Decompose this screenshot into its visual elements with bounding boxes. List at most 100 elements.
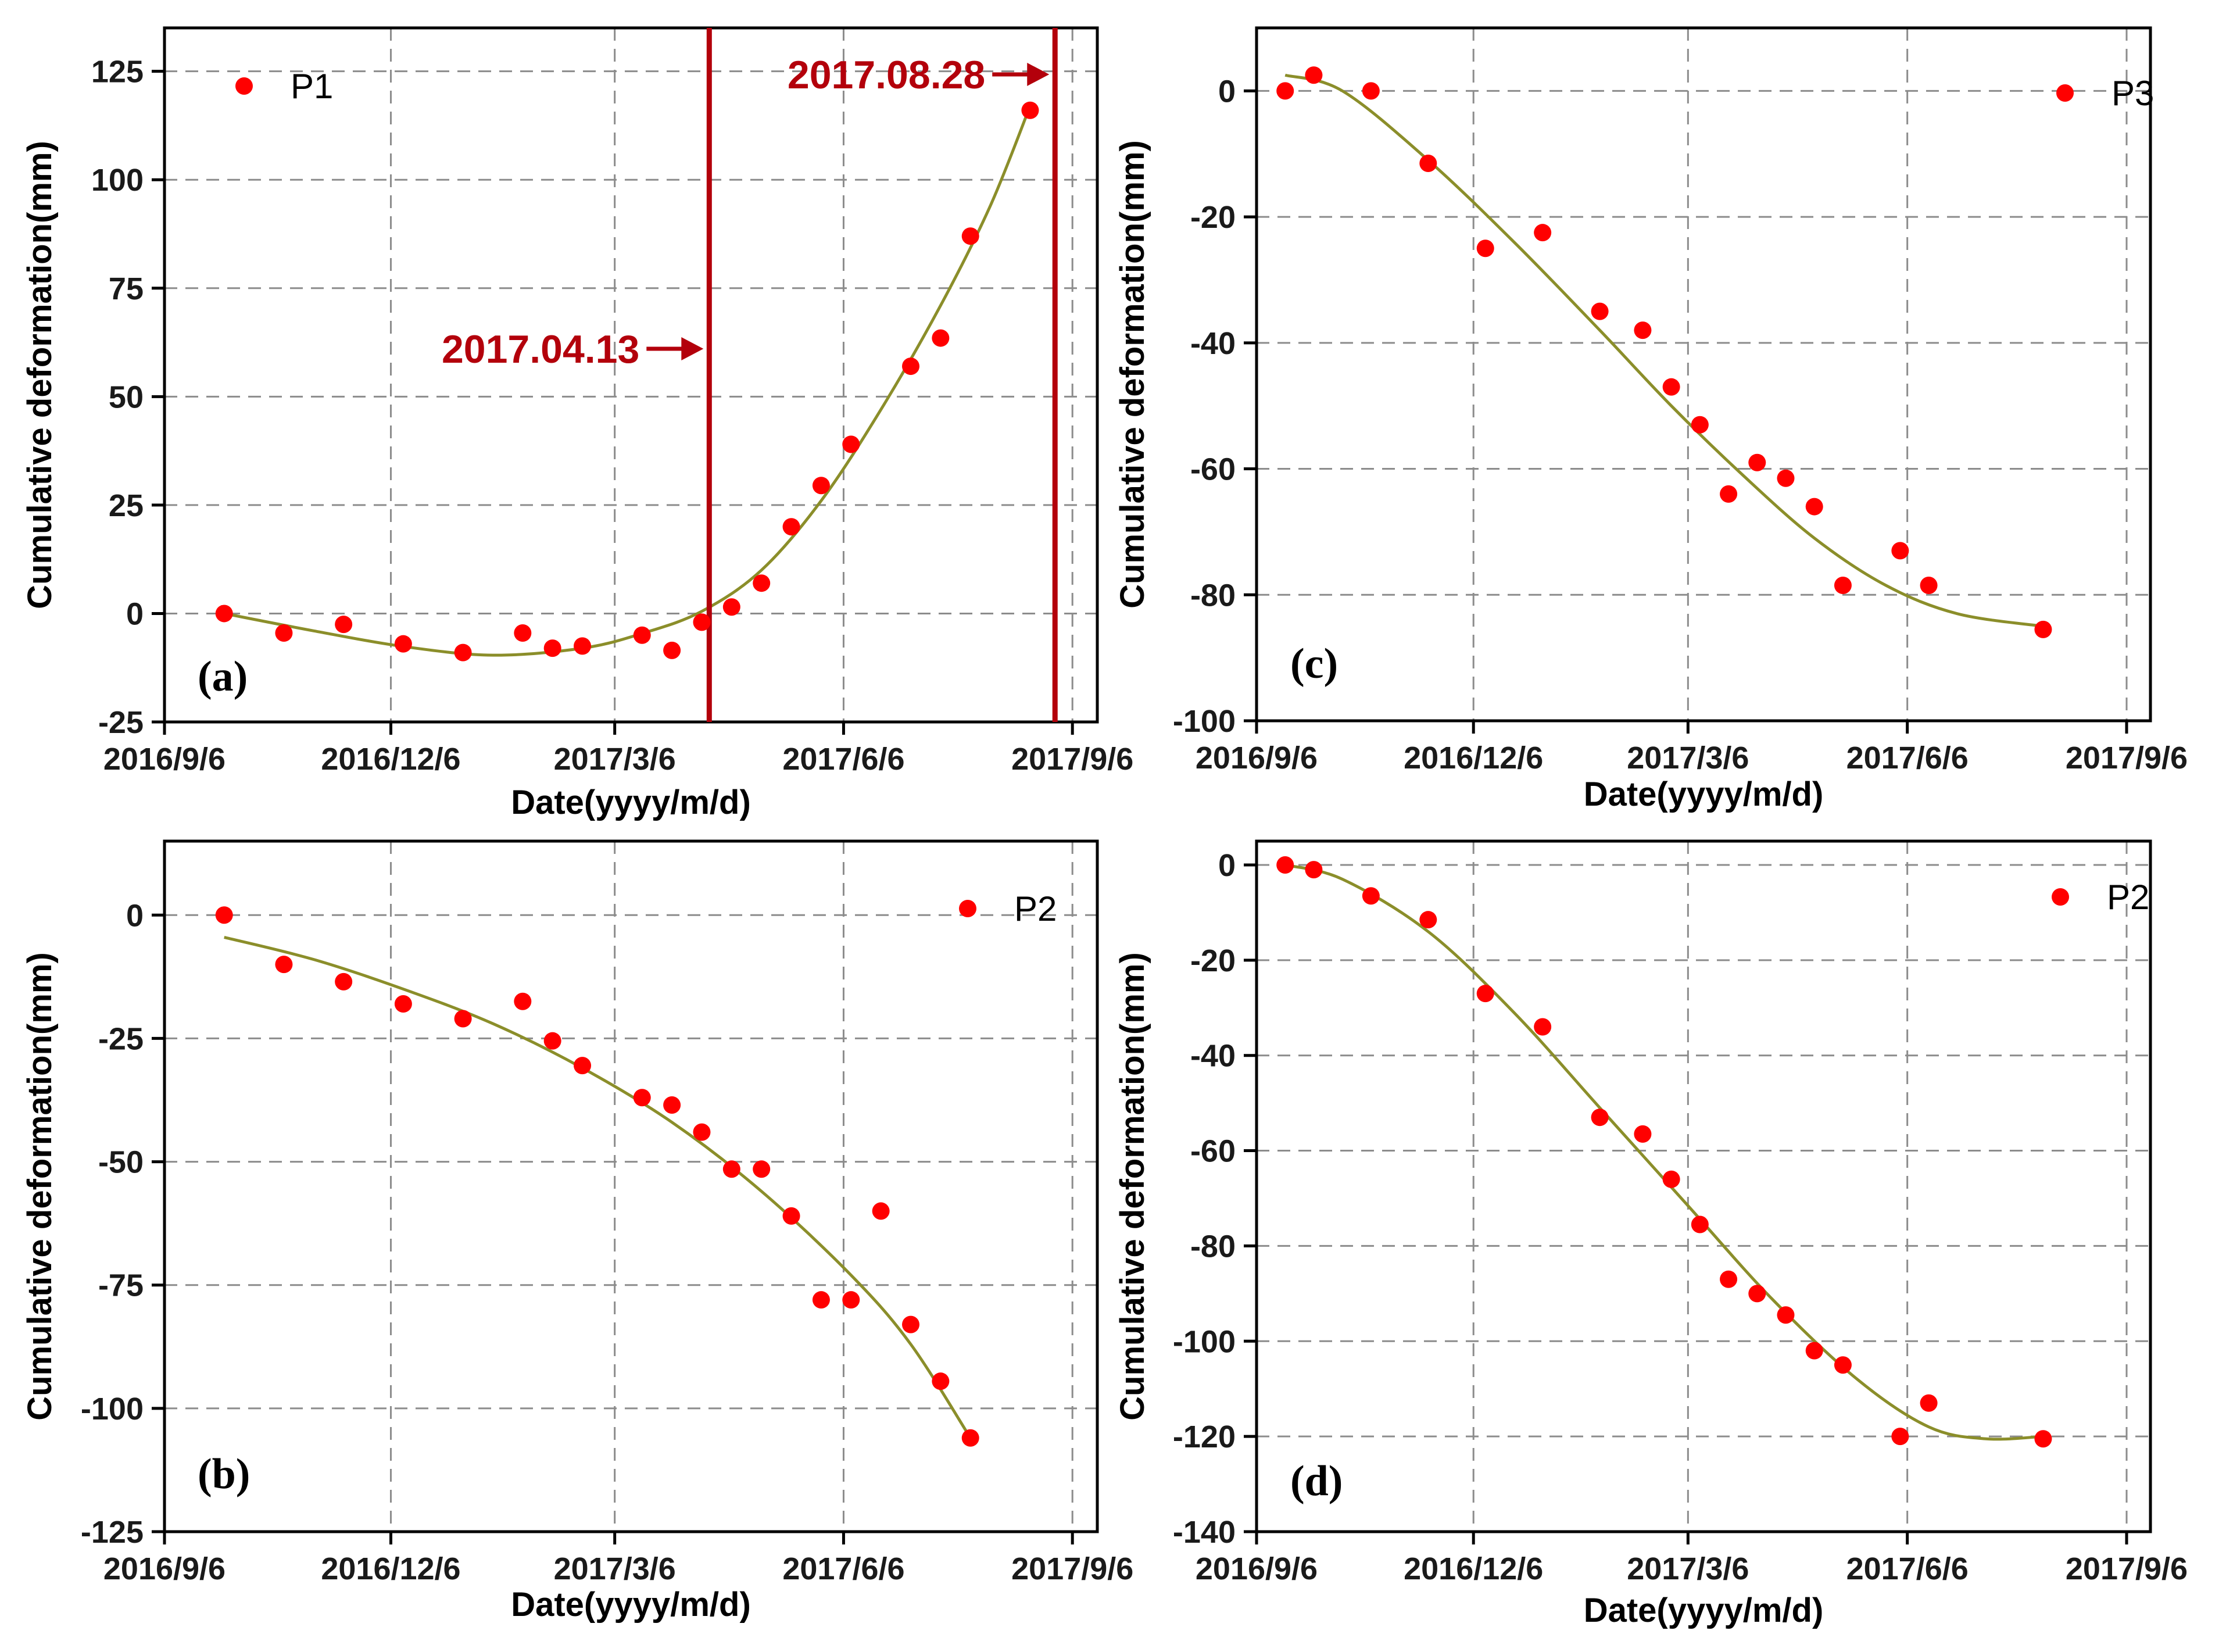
data-point bbox=[1276, 856, 1294, 874]
data-point bbox=[1305, 861, 1323, 879]
y-axis-title: Cumulative deformation(mm) bbox=[21, 952, 59, 1421]
data-point bbox=[961, 227, 979, 245]
panel-label: (a) bbox=[198, 653, 248, 700]
data-point bbox=[1720, 1270, 1738, 1288]
legend-label: P3 bbox=[2112, 74, 2154, 113]
data-point bbox=[1834, 577, 1852, 595]
data-point bbox=[842, 435, 860, 453]
data-point bbox=[574, 637, 592, 655]
x-tick-label: 2017/9/6 bbox=[1011, 1551, 1133, 1586]
data-point bbox=[961, 1429, 979, 1447]
data-point bbox=[1534, 224, 1552, 242]
y-axis-title: Cumulative deformation(mm) bbox=[1114, 140, 1151, 609]
data-point bbox=[932, 329, 950, 347]
x-tick-label: 2017/6/6 bbox=[782, 742, 904, 777]
fit-curve bbox=[224, 936, 972, 1439]
legend: P2 bbox=[959, 889, 1057, 928]
panel-label: (c) bbox=[1290, 640, 1338, 688]
fit-curve bbox=[1284, 73, 2044, 628]
chart-panel-a: 2016/9/6 2016/12/6 2017/3/6 2017/6/6 2017/9/… bbox=[21, 26, 1133, 821]
data-point bbox=[1591, 302, 1609, 320]
fit-curve bbox=[224, 105, 1032, 657]
x-tick-label: 2016/12/6 bbox=[1404, 1551, 1543, 1586]
x-axis-title: Date(yyyy/m/d) bbox=[1584, 1592, 1824, 1629]
legend-label: P2 bbox=[1014, 889, 1057, 928]
y-tick-label: 0 bbox=[126, 596, 144, 631]
y-axis-ticks: -25 0 25 50 75 100 125 bbox=[91, 55, 164, 740]
y-axis-title: Cumulative deformation(mm) bbox=[21, 141, 59, 609]
data-point bbox=[543, 639, 561, 657]
y-tick-label: 0 bbox=[126, 898, 144, 933]
x-tick-label: 2017/3/6 bbox=[1627, 741, 1749, 775]
data-point bbox=[842, 1291, 860, 1309]
legend-marker bbox=[959, 900, 976, 917]
data-point bbox=[215, 605, 233, 623]
y-axis-ticks: -140 -120 -100 -80 -60 -40 -20 0 bbox=[1173, 848, 1257, 1550]
x-tick-label: 2017/6/6 bbox=[1846, 1551, 1969, 1586]
x-tick-label: 2016/12/6 bbox=[321, 1551, 460, 1586]
data-point bbox=[633, 626, 651, 644]
legend: P1 bbox=[235, 67, 333, 106]
data-point bbox=[335, 616, 353, 634]
event-label-1: 2017.04.13 bbox=[442, 327, 639, 371]
event-label-2: 2017.08.28 bbox=[788, 53, 985, 97]
data-point bbox=[275, 956, 293, 974]
data-point bbox=[1476, 985, 1494, 1003]
data-point bbox=[782, 518, 800, 536]
chart-panel-d: 2016/9/6 2016/12/6 2017/3/6 2017/6/6 2017/9/… bbox=[1114, 839, 2188, 1629]
data-points bbox=[215, 906, 979, 1447]
y-tick-label: 50 bbox=[109, 380, 144, 414]
data-point bbox=[1920, 1394, 1938, 1412]
y-tick-label: -20 bbox=[1190, 943, 1236, 978]
event-arrow-head-2 bbox=[1027, 63, 1050, 86]
data-point bbox=[454, 1010, 472, 1028]
legend-marker bbox=[235, 77, 253, 95]
y-tick-label: -25 bbox=[98, 1021, 144, 1056]
y-tick-label: -50 bbox=[98, 1145, 144, 1180]
x-tick-label: 2017/9/6 bbox=[2066, 741, 2188, 775]
data-point bbox=[1662, 1170, 1680, 1188]
y-tick-label: -40 bbox=[1190, 326, 1236, 361]
data-point bbox=[782, 1207, 800, 1225]
data-point bbox=[1891, 1428, 1909, 1446]
plot-frame bbox=[163, 26, 1099, 724]
x-tick-label: 2017/3/6 bbox=[554, 742, 676, 777]
x-tick-label: 2017/6/6 bbox=[782, 1551, 904, 1586]
data-point bbox=[514, 992, 532, 1010]
data-point bbox=[1805, 1342, 1823, 1360]
data-point bbox=[1920, 577, 1938, 595]
data-point bbox=[722, 1160, 740, 1178]
plot-frame bbox=[163, 839, 1099, 1533]
data-point bbox=[514, 624, 532, 642]
data-point bbox=[902, 357, 919, 376]
data-point bbox=[1419, 154, 1437, 172]
data-point bbox=[1634, 321, 1652, 339]
data-point bbox=[722, 598, 740, 616]
x-tick-label: 2017/9/6 bbox=[1011, 742, 1133, 777]
data-point bbox=[1748, 1285, 1766, 1303]
x-tick-label: 2017/6/6 bbox=[1846, 741, 1969, 775]
data-point bbox=[1720, 485, 1738, 503]
data-point bbox=[335, 972, 353, 991]
y-tick-label: -40 bbox=[1190, 1039, 1236, 1074]
data-point bbox=[1276, 82, 1294, 100]
data-point bbox=[1476, 239, 1494, 258]
legend-label: P1 bbox=[291, 67, 333, 106]
x-axis-ticks: 2016/9/6 2016/12/6 2017/3/6 2017/6/6 2017/9/… bbox=[1196, 721, 2188, 775]
event-arrow-head-1 bbox=[681, 337, 704, 360]
data-point bbox=[394, 995, 412, 1013]
data-point bbox=[663, 1096, 681, 1114]
y-tick-label: 75 bbox=[109, 271, 144, 306]
data-point bbox=[1834, 1356, 1852, 1374]
y-tick-label: 125 bbox=[91, 55, 144, 90]
y-axis-ticks: -125 -100 -75 -50 -25 0 bbox=[81, 898, 164, 1550]
y-tick-label: -140 bbox=[1173, 1515, 1236, 1550]
plot-frame bbox=[1255, 26, 2152, 723]
y-tick-label: -80 bbox=[1190, 578, 1236, 613]
data-point bbox=[693, 1123, 711, 1141]
data-point bbox=[1634, 1125, 1652, 1143]
legend: P2 bbox=[2052, 878, 2149, 917]
x-tick-label: 2016/9/6 bbox=[1196, 1551, 1318, 1586]
plot-frame bbox=[1255, 839, 2152, 1533]
